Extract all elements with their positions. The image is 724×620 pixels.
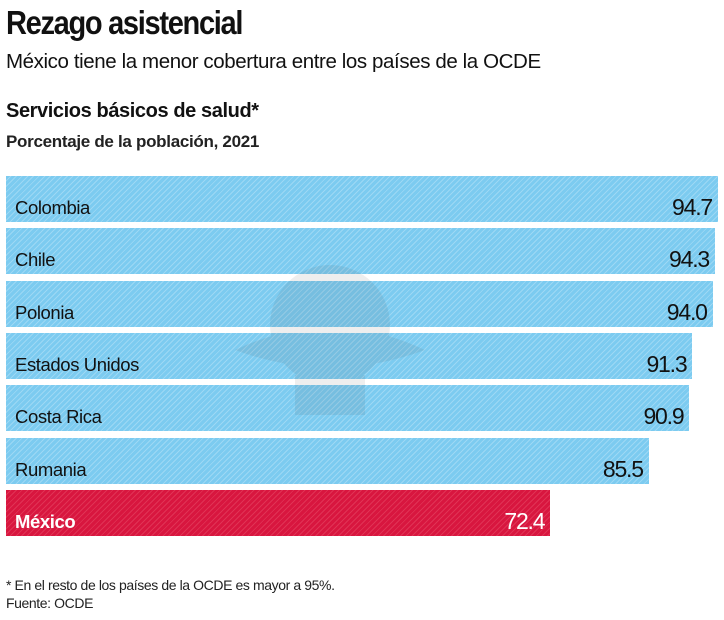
- bar-polonia: Polonia 94.0: [6, 280, 713, 327]
- bar-rumania: Rumania 85.5: [6, 437, 649, 484]
- bar-value: 72.4: [504, 507, 545, 534]
- bar-label: Rumania: [15, 458, 87, 480]
- bar-label: Colombia: [15, 197, 90, 218]
- watermark-eagle-icon: [235, 265, 425, 415]
- bar-value: 85.5: [602, 455, 644, 482]
- source: Fuente: OCDE: [6, 595, 94, 611]
- bar-estados-unidos: Estados Unidos 91.3: [6, 332, 693, 379]
- bar-value: 90.9: [643, 403, 684, 430]
- chart-subtitle: Porcentaje de la población, 2021: [6, 132, 260, 151]
- bar-value: 94.7: [672, 194, 713, 220]
- subheadline: México tiene la menor cobertura entre lo…: [6, 50, 541, 73]
- bar-label: Estados Unidos: [15, 353, 139, 375]
- bar-value: 94.3: [669, 246, 710, 273]
- bar-label: Polonia: [15, 301, 74, 323]
- bar-value: 91.3: [646, 350, 687, 377]
- bar-value: 94.0: [666, 298, 708, 325]
- footnote: * En el resto de los países de la OCDE e…: [6, 577, 335, 593]
- bar-costa-rica: Costa Rica 90.9: [6, 385, 690, 432]
- bar-colombia: Colombia 94.7: [6, 176, 718, 222]
- bar-label: Costa Rica: [15, 406, 102, 428]
- headline: Rezago asistencial: [6, 4, 243, 41]
- bar-label: Chile: [15, 249, 56, 271]
- bar-label: México: [15, 510, 76, 532]
- chart-title: Servicios básicos de salud*: [6, 100, 259, 122]
- bar-chile: Chile 94.3: [6, 228, 715, 275]
- bar-m-xico: México 72.4: [6, 489, 551, 536]
